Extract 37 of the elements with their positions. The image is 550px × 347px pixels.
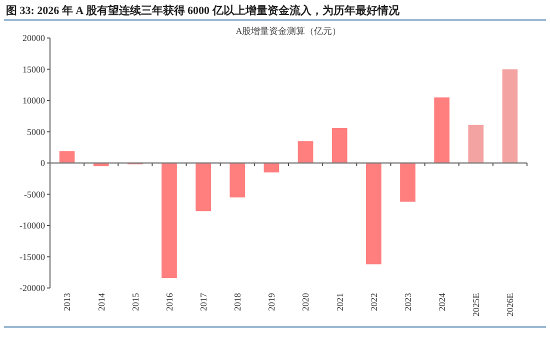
y-tick-label: 10000 [22, 96, 46, 106]
x-tick-label: 2025E [471, 292, 482, 316]
y-tick-label: 0 [40, 158, 46, 168]
y-tick-label: -20000 [20, 283, 46, 294]
bar [434, 97, 450, 163]
chart-subtitle: A股增量资金测算（亿元） [236, 26, 342, 36]
x-tick-label: 2020 [300, 292, 311, 311]
x-tick-label: 2023 [402, 292, 413, 311]
y-tick-label: 20000 [22, 33, 46, 44]
x-tick-label: 2018 [232, 292, 243, 311]
y-tick-label: -15000 [20, 252, 46, 262]
x-tick-label: 2016 [164, 292, 174, 311]
bar [502, 69, 518, 163]
bar [468, 124, 484, 163]
bar [59, 151, 75, 163]
bar [366, 163, 382, 264]
bar [196, 163, 211, 212]
x-tick-label: 2021 [334, 293, 345, 311]
x-tick-label: 2015 [130, 292, 140, 311]
y-tick-label: 5000 [27, 126, 46, 137]
y-tick-label: 15000 [22, 64, 46, 74]
x-tick-label: 2017 [198, 292, 208, 311]
x-tick-label: 2014 [96, 292, 106, 311]
x-tick-label: 2024 [436, 292, 447, 311]
bar [162, 163, 177, 278]
bar [230, 163, 246, 198]
bar [400, 163, 416, 202]
y-tick-label: -5000 [24, 189, 46, 200]
bar [264, 163, 280, 172]
x-tick-label: 2019 [266, 292, 277, 311]
x-tick-label: 2026E [505, 292, 516, 316]
y-tick-label: -10000 [20, 220, 46, 231]
x-tick-label: 2013 [62, 292, 72, 311]
bar [332, 128, 348, 163]
x-tick-label: 2022 [368, 293, 379, 311]
chart-title: 图 33: 2026 年 A 股有望连续三年获得 6000 亿以上增量资金流入，为历年最好情况 [6, 4, 400, 17]
bar [298, 141, 314, 163]
